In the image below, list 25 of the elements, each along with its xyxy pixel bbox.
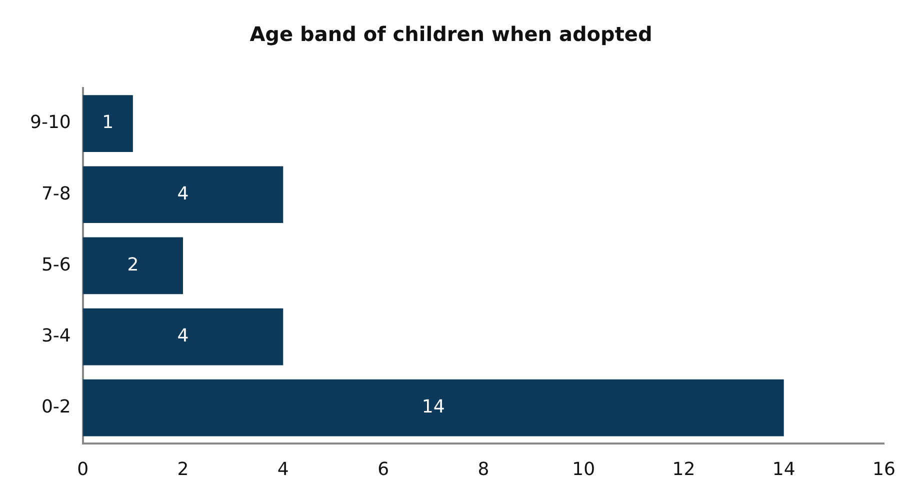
data-label: 14 — [422, 396, 445, 418]
y-tick-label: 5-6 — [41, 254, 71, 276]
chart-title: Age band of children when adopted — [250, 22, 652, 46]
bar — [82, 166, 284, 224]
data-label: 1 — [102, 112, 114, 134]
bar — [82, 95, 133, 152]
y-tick-label: 0-2 — [41, 396, 71, 418]
bar — [82, 379, 784, 436]
bar — [82, 308, 284, 366]
x-tick-label: 8 — [478, 458, 490, 480]
x-tick-label: 6 — [378, 458, 390, 480]
x-tick-label: 16 — [872, 458, 896, 480]
y-tick-label: 3-4 — [41, 325, 71, 346]
bar — [82, 237, 183, 294]
x-tick-label: 2 — [177, 458, 189, 480]
x-tick-label: 0 — [77, 458, 89, 480]
x-tick-label: 4 — [277, 458, 289, 480]
y-tick-label: 9-10 — [30, 112, 71, 134]
data-label: 4 — [177, 325, 189, 346]
data-label: 2 — [127, 254, 139, 276]
x-tick-label: 14 — [772, 458, 796, 480]
y-tick-label: 7-8 — [41, 183, 71, 204]
x-tick-label: 12 — [672, 458, 696, 480]
data-label: 4 — [177, 183, 189, 204]
x-tick-label: 10 — [572, 458, 596, 480]
